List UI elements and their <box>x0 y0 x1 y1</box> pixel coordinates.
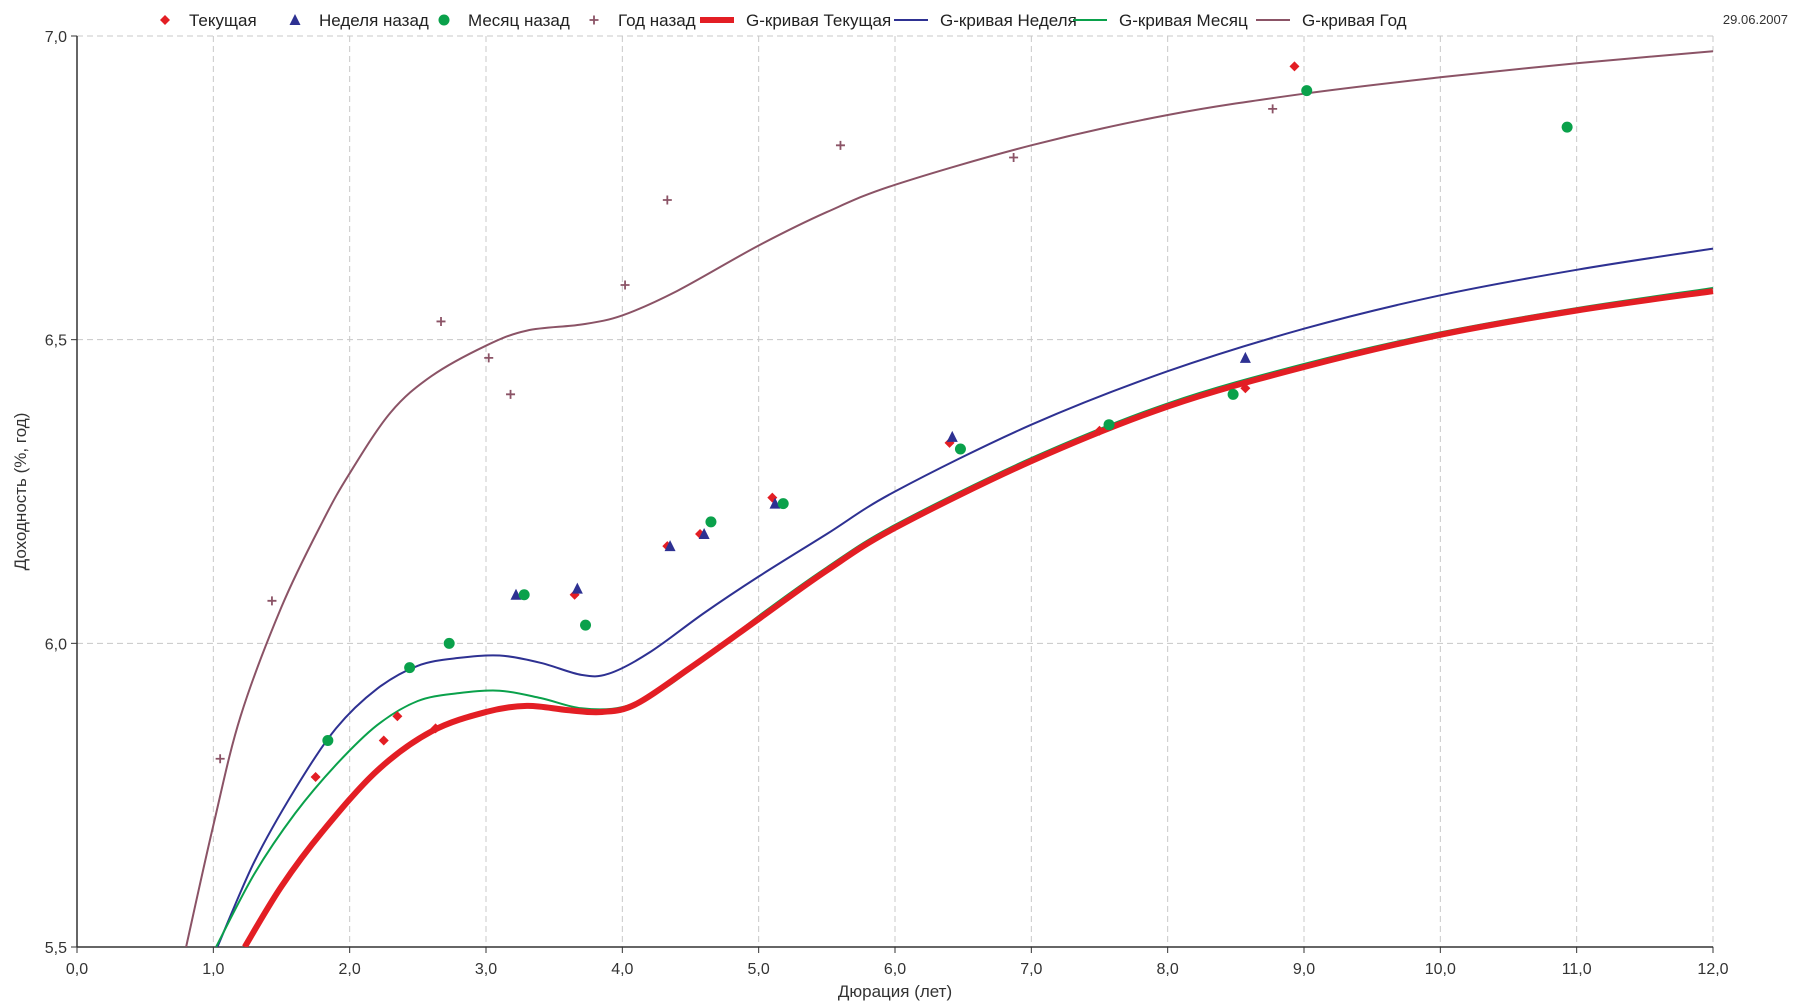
x-tick-labels: 0,0 1,0 2,0 3,0 4,0 5,0 6,0 7,0 8,0 9,0 10,0 11,0 12… <box>66 947 1729 978</box>
series-line <box>216 247 1714 947</box>
data-point <box>430 723 441 734</box>
x-tick-label: 7,0 <box>1020 961 1042 978</box>
data-point <box>1239 351 1251 363</box>
g-curve-lines <box>185 50 1714 947</box>
x-tick-label: 12,0 <box>1697 961 1728 978</box>
data-point <box>436 316 446 326</box>
data-point <box>506 389 516 399</box>
data-point <box>835 140 845 150</box>
data-point <box>215 754 225 764</box>
data-point <box>1240 383 1251 394</box>
data-point <box>705 516 717 528</box>
data-point <box>777 498 789 510</box>
data-point <box>620 280 630 290</box>
legend-label: G-кривая Текущая <box>746 11 891 30</box>
legend-label: Текущая <box>189 11 257 30</box>
data-point <box>484 353 494 363</box>
data-point <box>1561 121 1573 133</box>
data-point <box>510 588 522 600</box>
data-point <box>378 735 389 746</box>
legend: Текущая Неделя назад Месяц назад Год назад G… <box>160 11 1407 30</box>
data-points <box>215 61 1573 782</box>
x-tick-label: 3,0 <box>475 961 497 978</box>
legend-marker <box>160 15 170 25</box>
data-point <box>580 619 592 631</box>
series-line <box>242 288 1714 947</box>
x-tick-label: 8,0 <box>1157 961 1179 978</box>
data-point <box>571 582 583 594</box>
legend-marker <box>289 14 301 25</box>
data-point <box>1094 425 1105 436</box>
legend-marker <box>438 14 450 26</box>
data-point <box>1268 104 1278 114</box>
x-tick-label: 9,0 <box>1293 961 1315 978</box>
y-tick-labels: 5,5 6,0 6,5 7,0 <box>45 29 77 957</box>
data-point <box>310 771 321 782</box>
y-tick-label: 6,0 <box>45 636 67 653</box>
data-point <box>662 195 672 205</box>
data-point <box>769 497 781 509</box>
data-point <box>443 637 455 649</box>
x-tick-label: 6,0 <box>884 961 906 978</box>
legend-label: Год назад <box>618 11 696 30</box>
data-point <box>392 711 403 722</box>
data-point <box>322 735 334 747</box>
data-point <box>1289 61 1300 72</box>
x-tick-label: 10,0 <box>1425 961 1456 978</box>
x-tick-label: 0,0 <box>66 961 88 978</box>
data-point <box>518 589 530 601</box>
x-tick-label: 2,0 <box>339 961 361 978</box>
data-point <box>404 662 416 674</box>
data-point <box>1301 85 1313 97</box>
x-tick-label: 5,0 <box>748 961 770 978</box>
series-line <box>215 287 1714 947</box>
x-axis-title: Дюрация (лет) <box>838 982 952 1001</box>
y-tick-label: 5,5 <box>45 940 67 957</box>
grid-lines <box>77 35 1714 947</box>
data-point <box>1227 388 1239 400</box>
legend-marker <box>589 15 599 25</box>
data-point <box>664 540 676 552</box>
x-tick-label: 1,0 <box>202 961 224 978</box>
legend-label: G-кривая Год <box>1302 11 1407 30</box>
data-point <box>1009 152 1019 162</box>
data-point <box>946 430 958 442</box>
x-tick-label: 11,0 <box>1562 961 1592 978</box>
data-point <box>954 443 966 455</box>
legend-label: Неделя назад <box>319 11 429 30</box>
date-label: 29.06.2007 <box>1723 12 1788 27</box>
y-axis-title: Доходность (%, год) <box>11 413 30 571</box>
x-tick-label: 4,0 <box>611 961 633 978</box>
y-tick-label: 6,5 <box>45 333 67 350</box>
data-point <box>1103 419 1115 431</box>
legend-label: G-кривая Неделя <box>940 11 1077 30</box>
data-point <box>698 528 710 540</box>
data-point <box>267 596 277 606</box>
legend-label: Месяц назад <box>468 11 570 30</box>
y-tick-label: 7,0 <box>45 29 67 46</box>
legend-label: G-кривая Месяц <box>1119 11 1248 30</box>
